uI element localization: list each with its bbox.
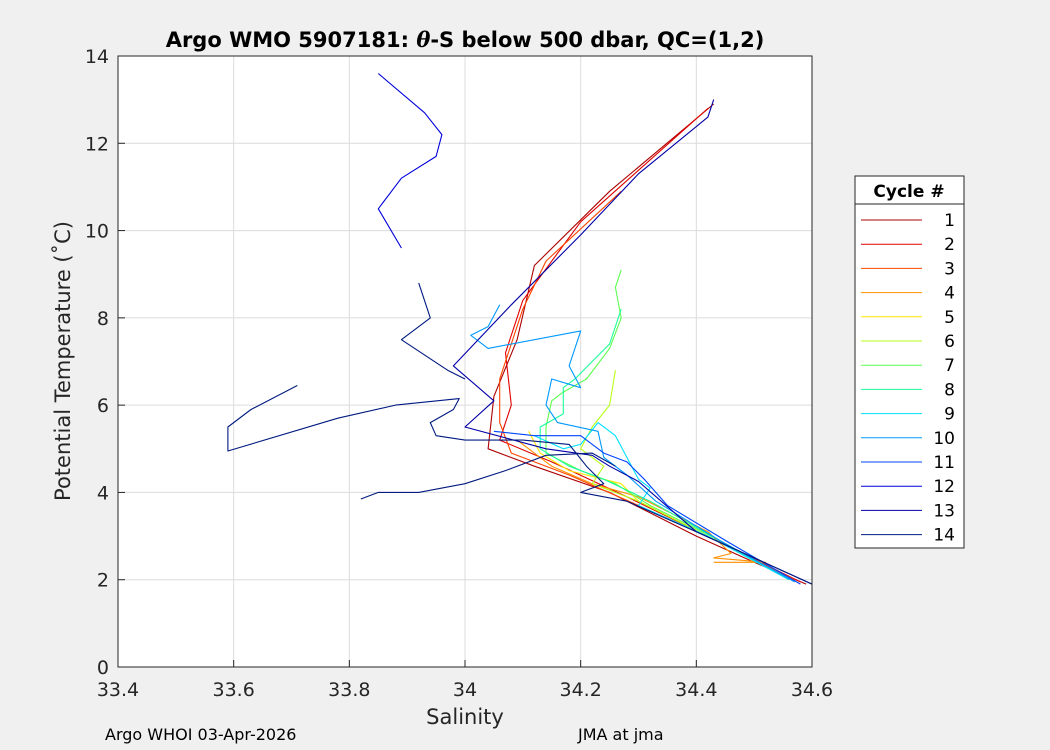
series-line-cycle-6 <box>580 370 784 576</box>
y-tick-label: 8 <box>97 308 109 330</box>
x-tick-label: 33.8 <box>328 679 370 701</box>
legend-label: 6 <box>944 332 955 352</box>
x-tick-label: 33.6 <box>213 679 255 701</box>
y-tick-label: 14 <box>85 46 109 68</box>
legend-label: 5 <box>944 308 955 328</box>
footer-left-text: Argo WHOI 03-Apr-2026 <box>105 725 297 744</box>
legend-label: 7 <box>944 356 955 376</box>
legend-label: 9 <box>944 405 955 425</box>
footer-right-text: JMA at jma <box>578 725 664 744</box>
legend-label: 11 <box>933 453 955 473</box>
legend-label: 1 <box>944 211 955 231</box>
y-tick-label: 2 <box>97 570 109 592</box>
legend-label: 8 <box>944 380 955 400</box>
y-tick-label: 12 <box>85 133 109 155</box>
series-line-cycle-9 <box>534 422 790 581</box>
series-line-cycle-extra-15 <box>360 452 616 500</box>
chart-title-theta: θ <box>416 27 430 52</box>
y-tick-label: 4 <box>97 482 109 504</box>
series-line-cycle-2 <box>499 107 801 583</box>
series-layer <box>227 73 813 585</box>
x-tick-label: 34.2 <box>560 679 602 701</box>
legend-title: Cycle # <box>873 182 944 202</box>
legend-label: 12 <box>933 477 955 497</box>
y-tick-label: 0 <box>97 657 109 679</box>
x-tick-label: 34 <box>453 679 477 701</box>
legend-label: 3 <box>944 259 955 279</box>
series-line-cycle-10 <box>470 304 795 583</box>
legend-label: 14 <box>933 526 955 546</box>
legend-label: 13 <box>933 501 955 521</box>
y-tick-label: 6 <box>97 395 109 417</box>
x-tick-label: 34.4 <box>675 679 717 701</box>
series-line-cycle-13 <box>452 99 813 585</box>
x-axis-label: Salinity <box>426 705 504 729</box>
series-line-cycle-extra-14 <box>400 282 466 380</box>
legend-label: 2 <box>944 235 955 255</box>
axis-ticks: 33.4 33.6 33.8 34 34.2 34.4 34.6 0 2 4 6 8 10 12 14 <box>85 46 833 701</box>
x-tick-label: 33.4 <box>97 679 139 701</box>
series-line-cycle-11 <box>493 430 801 585</box>
series-line-cycle-1 <box>487 103 807 585</box>
legend-label: 10 <box>933 429 955 449</box>
y-axis-label: Potential Temperature (˚C) <box>51 221 75 501</box>
chart-title: Argo WMO 5907181: θ-S below 500 dbar, QC… <box>166 27 765 52</box>
legend-label: 4 <box>944 284 955 304</box>
series-line-cycle-8 <box>539 308 790 581</box>
series-line-cycle-4 <box>516 439 767 563</box>
series-line-cycle-7 <box>545 269 790 581</box>
y-tick-label: 10 <box>85 221 109 243</box>
chart-title-prefix: Argo WMO 5907181: <box>166 28 417 52</box>
chart-title-suffix: -S below 500 dbar, QC=(1,2) <box>430 28 764 52</box>
series-line-cycle-14 <box>227 385 813 585</box>
x-tick-label: 34.6 <box>791 679 833 701</box>
series-line-cycle-12 <box>377 73 443 249</box>
